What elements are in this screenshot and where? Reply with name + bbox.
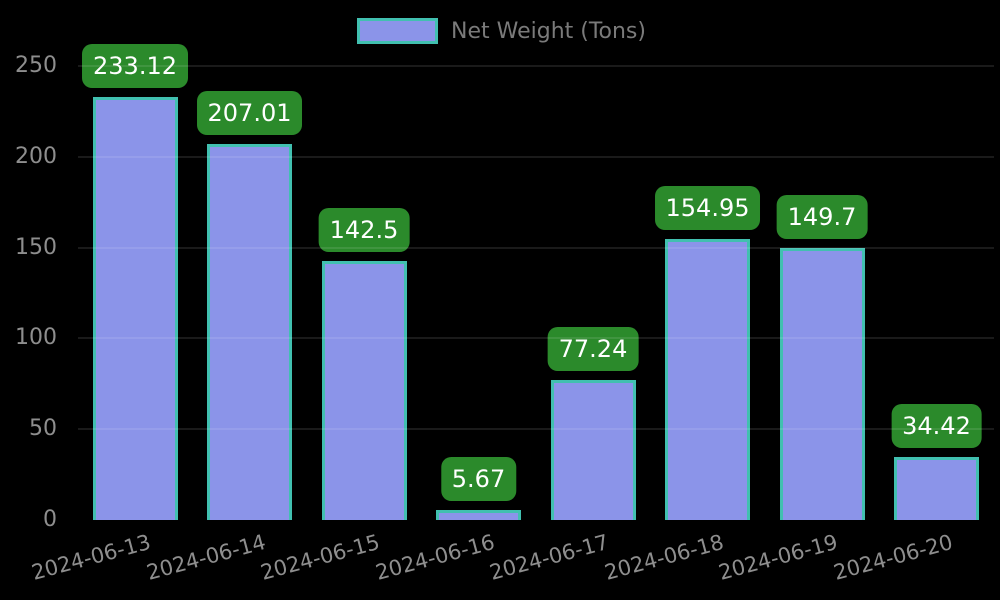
y-axis-tick-label: 150: [15, 234, 57, 260]
bar[interactable]: [92, 96, 178, 520]
y-axis-tick-label: 0: [43, 507, 57, 532]
bar[interactable]: [665, 238, 750, 520]
bar[interactable]: [436, 509, 521, 520]
y-axis-tick-label: 200: [15, 143, 57, 169]
bar-value-label: 77.24: [547, 326, 639, 371]
y-axis-tick-label: 100: [15, 325, 57, 351]
legend-label: Net Weight (Tons): [451, 18, 646, 44]
bar[interactable]: [207, 144, 292, 520]
legend[interactable]: Net Weight (Tons): [357, 18, 646, 44]
bar-value-label: 149.7: [776, 195, 868, 240]
bar-value-label: 142.5: [318, 208, 410, 253]
bar[interactable]: [779, 248, 865, 520]
legend-swatch-icon: [357, 18, 438, 44]
bar[interactable]: [550, 379, 636, 520]
gridline: [78, 65, 994, 67]
y-axis-tick-label: 50: [29, 416, 57, 442]
bar-value-label: 34.42: [891, 404, 982, 449]
bar-value-label: 5.67: [440, 456, 517, 501]
y-axis-tick-label: 250: [15, 53, 57, 78]
bar[interactable]: [321, 261, 407, 520]
bar-value-label: 207.01: [196, 91, 303, 136]
bar-value-label: 233.12: [82, 43, 188, 88]
bar[interactable]: [894, 457, 979, 520]
bar-value-label: 154.95: [654, 185, 761, 230]
